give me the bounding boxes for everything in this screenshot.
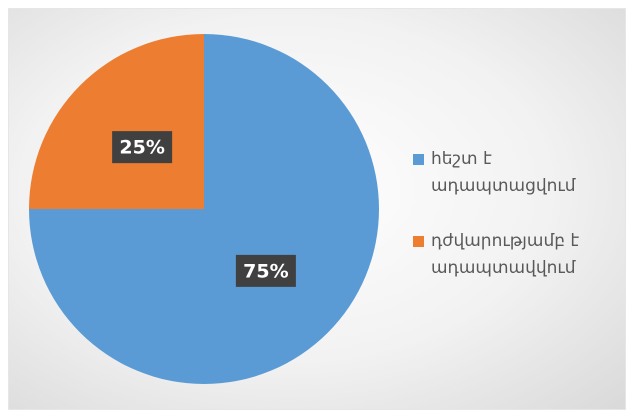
legend-entry: դժվարությամբ է ադապտավվում [413, 228, 613, 282]
legend-label: դժվարությամբ է ադապտավվում [431, 231, 580, 278]
legend: հեշտ է ադապտացվում դժվարությամբ է ադապտավ… [413, 146, 613, 310]
pie-slice [29, 34, 204, 209]
data-label: 25% [119, 137, 164, 159]
legend-label: հեշտ է ադապտացվում [431, 149, 576, 196]
legend-swatch [413, 154, 424, 165]
legend-entry: հեշտ է ադապտացվում [413, 146, 613, 200]
data-label: 75% [243, 260, 288, 282]
legend-swatch [413, 236, 424, 247]
data-label-box [235, 254, 296, 287]
data-label-box [112, 131, 173, 164]
